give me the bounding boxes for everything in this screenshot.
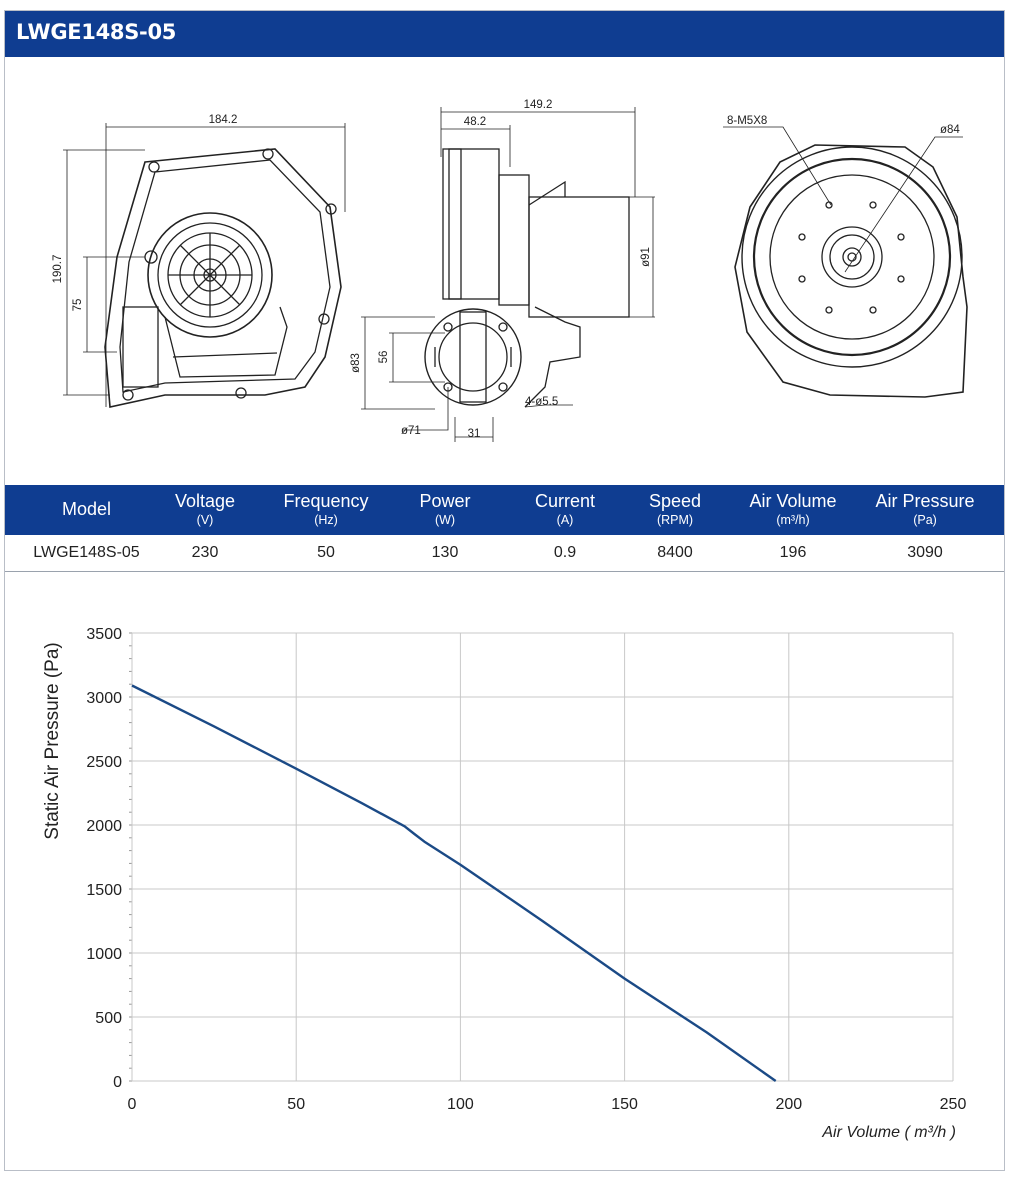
header-air-pressure: Air Pressure (Pa) [865, 490, 985, 528]
header-air-volume: Air Volume (m³/h) [738, 490, 848, 528]
side-total-dim: 149.2 [524, 99, 553, 111]
cell-model: LWGE148S-05 [33, 544, 140, 561]
performance-chart: 0 500 1000 1500 2000 2500 3000 3500 0 50 100 150 200… [42, 626, 967, 1141]
side-flange-width: 31 [468, 428, 481, 440]
header-power: Power (W) [395, 490, 495, 528]
side-outlet-height: 56 [378, 351, 390, 364]
side-outlet-dim: ø83 [350, 353, 362, 373]
page-frame [4, 10, 1005, 1171]
header-air-volume-unit: (m³/h) [776, 513, 810, 527]
header-speed: Speed (RPM) [625, 490, 725, 528]
spec-table: Model Voltage (V) Frequency (Hz) Power (… [5, 485, 1004, 572]
header-air-volume-label: Air Volume [749, 491, 837, 511]
header-current-unit: (A) [556, 513, 574, 527]
header-current-label: Current [534, 491, 596, 511]
header-voltage: Voltage (V) [155, 490, 255, 528]
header-air-pressure-label: Air Pressure [875, 491, 975, 511]
x-tick-label: 0 [128, 1096, 137, 1113]
x-tick-label: 250 [940, 1096, 967, 1113]
header-voltage-label: Voltage [174, 491, 236, 511]
page-title: LWGE148S-05 [16, 20, 177, 44]
x-tick-label: 200 [775, 1096, 802, 1113]
back-screws: 8-M5X8 [727, 115, 767, 127]
spec-table-row: LWGE148S-05 230 50 130 0.9 8400 196 3090 [5, 535, 1004, 572]
front-view-drawing [63, 123, 346, 408]
header-current: Current (A) [515, 490, 615, 528]
header-frequency-unit: (Hz) [314, 513, 338, 527]
header-speed-label: Speed [648, 491, 702, 511]
cell-power: 130 [431, 544, 459, 561]
cell-current: 0.9 [553, 544, 577, 561]
front-inlet-dim: 75 [72, 299, 84, 312]
header-air-pressure-unit: (Pa) [913, 513, 937, 527]
y-tick-label: 3000 [86, 690, 122, 707]
cell-speed: 8400 [657, 544, 693, 561]
side-holes: 4-ø5.5 [525, 396, 558, 408]
cell-voltage: 230 [191, 544, 219, 561]
y-tick-label: 0 [113, 1074, 122, 1091]
y-tick-label: 3500 [86, 626, 122, 643]
title-bar: LWGE148S-05 [5, 11, 1004, 57]
back-view-drawing [723, 126, 968, 398]
y-tick-label: 500 [95, 1010, 122, 1027]
side-depth-dim: 48.2 [464, 116, 486, 128]
cell-air-pressure: 3090 [907, 544, 943, 561]
y-tick-label: 2000 [86, 818, 122, 835]
side-motor-dim: ø91 [640, 247, 652, 267]
x-tick-label: 150 [611, 1096, 638, 1113]
technical-drawings: 184.2 190.7 75 149.2 48.2 ø91 ø83 56 ø71… [52, 99, 968, 442]
cell-frequency: 50 [317, 544, 335, 561]
spec-table-header: Model Voltage (V) Frequency (Hz) Power (… [5, 485, 1004, 535]
header-power-label: Power [419, 491, 471, 511]
side-view-drawing [361, 107, 655, 442]
pressure-curve [131, 684, 777, 1082]
x-axis-title: Air Volume ( m³/h ) [821, 1124, 956, 1141]
y-tick-label: 2500 [86, 754, 122, 771]
front-width-dim: 184.2 [209, 114, 238, 126]
y-tick-label: 1000 [86, 946, 122, 963]
x-tick-label: 50 [287, 1096, 305, 1113]
y-tick-label: 1500 [86, 882, 122, 899]
header-speed-unit: (RPM) [656, 513, 694, 527]
header-model: Model [61, 499, 112, 519]
front-height-dim: 190.7 [52, 255, 64, 284]
x-tick-label: 100 [447, 1096, 474, 1113]
back-circle-dim: ø84 [940, 124, 960, 136]
y-axis-title: Static Air Pressure (Pa) [42, 642, 63, 839]
header-power-unit: (W) [434, 513, 456, 527]
header-voltage-unit: (V) [196, 513, 214, 527]
header-frequency: Frequency (Hz) [267, 490, 385, 528]
header-frequency-label: Frequency [283, 491, 369, 511]
cell-air-volume: 196 [779, 544, 807, 561]
side-flange-dim: ø71 [401, 425, 421, 437]
